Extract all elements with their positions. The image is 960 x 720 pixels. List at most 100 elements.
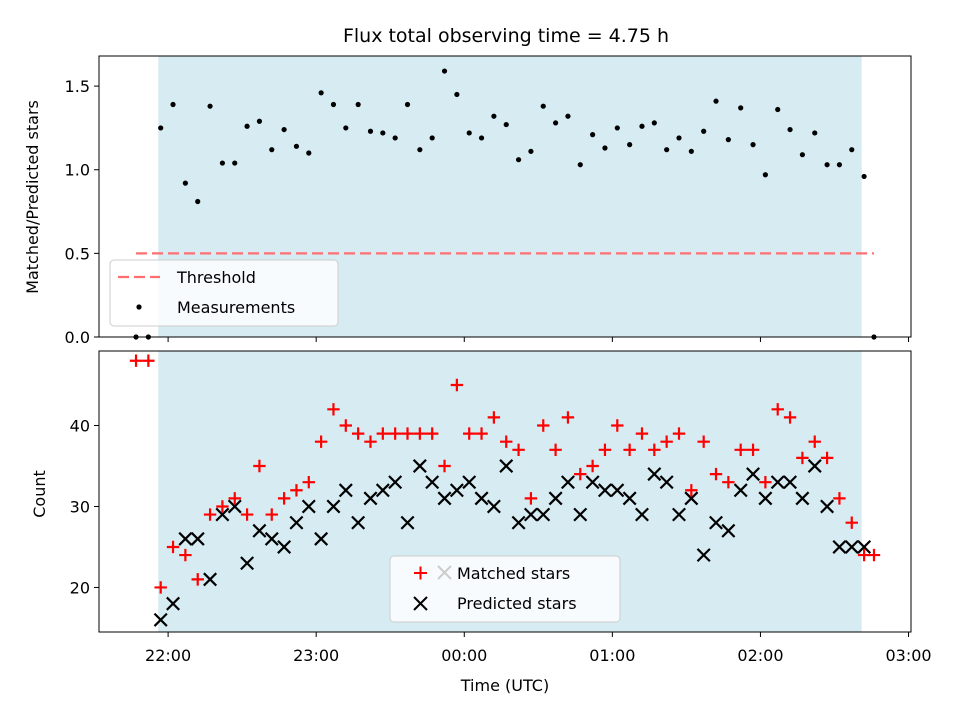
- matched-star-point: [623, 443, 636, 456]
- predicted-star-point: [289, 515, 304, 530]
- y-tick-label: 1.5: [65, 77, 90, 96]
- measurement-point: [343, 125, 349, 131]
- predicted-star-point: [203, 572, 218, 587]
- matched-star-point: [302, 475, 315, 489]
- matched-star-point: [154, 581, 167, 594]
- predicted-star-point: [462, 475, 477, 490]
- measurement-point: [812, 130, 818, 136]
- measurement-point: [380, 130, 386, 136]
- measurement-point: [688, 148, 694, 154]
- top-panel: 0.0 0.5 1.0 1.5 Matched/Predicted stars Thr…: [23, 55, 912, 347]
- matched-star-point: [867, 548, 881, 562]
- predicted-star-point: [363, 491, 378, 506]
- matched-star-point: [660, 435, 673, 448]
- x-tick-label: 02:00: [737, 646, 783, 665]
- top-y-axis-label: Matched/Predicted stars: [23, 100, 42, 294]
- matched-star-point: [228, 492, 241, 505]
- matched-star-point: [179, 548, 192, 562]
- predicted-star-point: [659, 475, 674, 490]
- bottom-panel: 20 30 40 22:00 23:00 00:00 01:00 02:00 03:00 Co…: [30, 350, 932, 695]
- predicted-star-point: [499, 459, 514, 473]
- y-tick-label: 30: [70, 497, 90, 516]
- measurement-point: [515, 157, 522, 163]
- predicted-star-point: [560, 475, 575, 490]
- matched-star-point: [598, 443, 612, 456]
- measurement-point: [552, 120, 559, 126]
- predicted-star-point: [240, 556, 255, 571]
- measurement-point: [849, 147, 855, 153]
- predicted-star-point: [412, 459, 427, 473]
- measurement-point: [627, 142, 633, 148]
- predicted-star-point: [807, 459, 822, 473]
- predicted-star-point: [647, 467, 662, 482]
- matched-star-point: [574, 467, 587, 481]
- bottom-x-ticks: 22:00 23:00 00:00 01:00 02:00 03:00: [145, 632, 932, 665]
- legend-predicted-label: Predicted stars: [457, 594, 577, 613]
- measurement-point: [318, 90, 324, 96]
- measurement-point: [775, 106, 781, 113]
- matched-star-point: [648, 443, 661, 456]
- measurement-point: [367, 128, 374, 134]
- measurement-point: [713, 98, 719, 104]
- matched-star-point: [697, 435, 710, 448]
- matched-star-point: [808, 435, 821, 448]
- measurement-point: [651, 120, 657, 126]
- y-tick-label: 0.5: [65, 244, 90, 263]
- matched-star-point: [771, 403, 784, 416]
- measurement-point: [392, 135, 398, 141]
- measurement-point: [528, 148, 534, 154]
- predicted-star-point: [388, 475, 403, 490]
- legend-measurements-label: Measurements: [177, 298, 295, 317]
- matched-star-point: [722, 475, 735, 489]
- measurement-point: [244, 123, 250, 129]
- bottom-y-ticks: 20 30 40: [70, 417, 99, 597]
- measurement-point: [861, 173, 867, 180]
- top-x-ticks: [167, 337, 910, 342]
- measurement-point: [293, 143, 300, 149]
- measurement-point: [824, 162, 830, 168]
- predicted-star-point: [153, 612, 168, 627]
- matched-star-point: [709, 467, 723, 481]
- predicted-star-point: [190, 531, 205, 546]
- measurement-point: [158, 125, 164, 131]
- matched-star-point: [734, 443, 747, 456]
- predicted-star-point: [758, 491, 773, 506]
- top-axes-frame: [98, 55, 912, 338]
- matched-star-point: [216, 500, 229, 513]
- matched-star-point: [290, 484, 303, 497]
- measurement-point: [762, 172, 768, 178]
- predicted-star-point: [511, 515, 526, 530]
- predicted-star-point: [844, 539, 859, 554]
- predicted-star-point: [585, 475, 600, 490]
- predicted-star-point: [215, 507, 230, 522]
- x-axis-label: Time (UTC): [460, 676, 549, 695]
- predicted-star-point: [783, 475, 798, 490]
- predicted-star-point: [548, 491, 563, 506]
- measurement-point: [676, 135, 682, 141]
- predicted-star-point: [227, 499, 242, 514]
- matched-points: [129, 354, 881, 594]
- matched-star-point: [759, 475, 772, 489]
- measurement-point: [330, 101, 337, 108]
- measurement-point: [503, 121, 509, 128]
- measurement-point: [404, 101, 411, 108]
- matched-star-point: [203, 508, 217, 521]
- predicted-star-point: [857, 539, 872, 554]
- matched-star-point: [339, 419, 353, 432]
- predicted-star-point: [437, 491, 452, 506]
- measurement-point: [170, 101, 176, 108]
- x-tick-label: 01:00: [589, 646, 635, 665]
- measurement-point: [540, 103, 546, 109]
- predicted-star-point: [820, 499, 835, 514]
- x-tick-label: 22:00: [145, 646, 191, 665]
- measurement-point: [590, 132, 596, 138]
- matched-star-point: [364, 435, 377, 448]
- matched-star-point: [129, 354, 143, 367]
- legend-matched-swatch: [414, 566, 427, 580]
- legend-matched-swatch-x: [437, 565, 452, 580]
- matched-star-point: [672, 427, 686, 440]
- x-tick-label: 00:00: [441, 646, 487, 665]
- predicted-star-point: [301, 499, 316, 514]
- predicted-star-point: [684, 491, 699, 506]
